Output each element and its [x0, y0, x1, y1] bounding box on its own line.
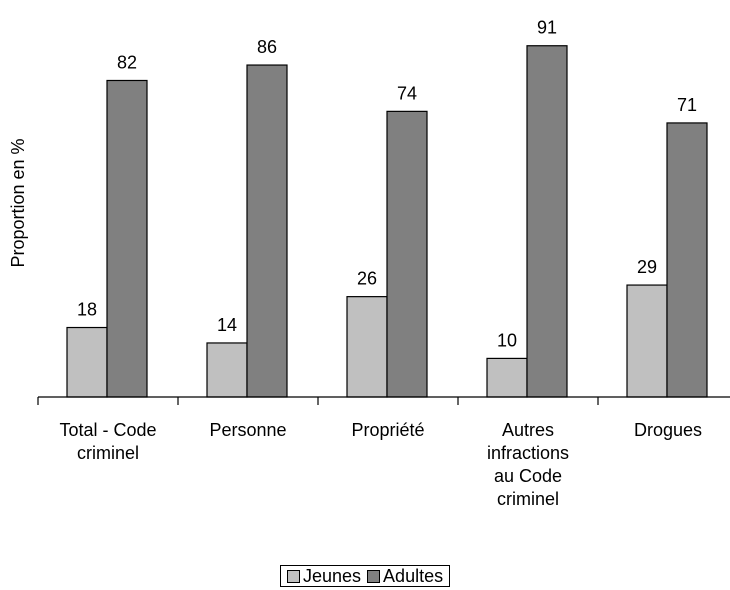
data-label-adultes-personne: 86	[257, 37, 277, 57]
data-label-jeunes-autres-infractions-au-code-criminel: 10	[497, 330, 517, 350]
bar-adultes-autres-infractions-au-code-criminel	[526, 45, 568, 398]
data-label-jeunes-drogues: 29	[637, 257, 657, 277]
data-label-adultes-total-code-criminel: 82	[117, 52, 137, 72]
bar-adultes-total-code-criminel	[106, 79, 148, 398]
bar-adultes-drogues	[666, 122, 708, 398]
bar-jeunes-total-code-criminel	[66, 326, 108, 398]
legend-item-adultes: Adultes	[367, 566, 443, 587]
category-label-total-code-criminel: Total - Code	[59, 420, 156, 440]
data-label-adultes-drogues: 71	[677, 95, 697, 115]
data-label-adultes-autres-infractions-au-code-criminel: 91	[537, 18, 557, 38]
y-axis-label: Proportion en %	[8, 138, 28, 267]
legend-swatch-adultes	[367, 569, 381, 583]
bar-jeunes-propriete	[346, 296, 388, 398]
data-label-adultes-propriete: 74	[397, 83, 417, 103]
category-label-total-code-criminel: criminel	[77, 443, 139, 463]
legend-swatch-jeunes	[287, 569, 300, 583]
data-label-jeunes-personne: 14	[217, 315, 237, 335]
bar-jeunes-drogues	[626, 284, 668, 398]
bar-adultes-personne	[246, 64, 288, 398]
legend-item-jeunes: Jeunes	[287, 566, 361, 587]
category-label-autres-infractions-au-code-criminel: criminel	[497, 489, 559, 509]
bar-adultes-propriete	[386, 110, 428, 398]
bar-jeunes-personne	[206, 342, 248, 398]
category-label-autres-infractions-au-code-criminel: Autres	[502, 420, 554, 440]
bar-jeunes-autres-infractions-au-code-criminel	[486, 357, 528, 398]
data-label-jeunes-total-code-criminel: 18	[77, 300, 97, 320]
legend-label-adultes: Adultes	[383, 565, 444, 586]
category-label-personne: Personne	[209, 420, 286, 440]
category-label-autres-infractions-au-code-criminel: au Code	[494, 466, 562, 486]
legend-label-jeunes: Jeunes	[303, 565, 362, 586]
legend: Jeunes Adultes	[280, 565, 451, 587]
data-label-jeunes-propriete: 26	[357, 269, 377, 289]
category-label-autres-infractions-au-code-criminel: infractions	[487, 443, 569, 463]
category-label-propriete: Propriété	[351, 420, 424, 440]
category-label-drogues: Drogues	[634, 420, 702, 440]
